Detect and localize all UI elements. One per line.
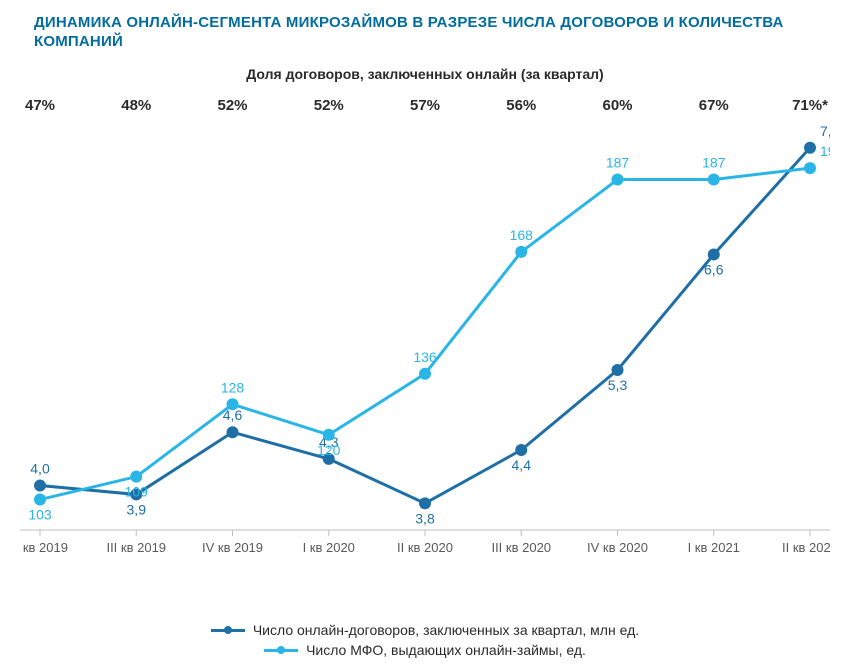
series-marker-contracts: [34, 480, 46, 492]
value-label-contracts: 4,4: [512, 457, 532, 473]
series-marker-mfo: [34, 494, 46, 506]
series-marker-contracts: [419, 497, 431, 509]
percent-label: 47%: [25, 97, 55, 114]
value-label-mfo: 136: [413, 349, 437, 365]
series-marker-mfo: [419, 368, 431, 380]
value-label-mfo: 128: [221, 379, 245, 395]
x-axis-label: III кв 2019: [106, 540, 166, 555]
series-marker-mfo: [323, 429, 335, 441]
x-axis-label: II кв 2020: [397, 540, 453, 555]
percent-label: 60%: [602, 97, 632, 114]
series-marker-mfo: [515, 246, 527, 258]
x-axis-label: IV кв 2019: [202, 540, 263, 555]
value-label-contracts: 4,0: [30, 461, 50, 477]
value-label-contracts: 6,6: [704, 261, 724, 277]
legend-label: Число онлайн-договоров, заключенных за к…: [253, 622, 639, 638]
value-label-contracts: 7,8: [820, 123, 830, 139]
line-chart: II кв 2019 III кв 2019 IV кв 2019 I кв 2020…: [20, 90, 830, 570]
series-marker-contracts: [227, 426, 239, 438]
value-label-contracts: 5,3: [608, 377, 628, 393]
page: ДИНАМИКА ОНЛАЙН-СЕГМЕНТА МИКРОЗАЙМОВ В Р…: [0, 0, 850, 670]
x-axis-label: I кв 2021: [688, 540, 740, 555]
percent-label: 48%: [121, 97, 151, 114]
chart-legend: Число онлайн-договоров, заключенных за к…: [0, 618, 850, 658]
series-marker-mfo: [130, 471, 142, 483]
legend-label: Число МФО, выдающих онлайн-займы, ед.: [306, 642, 586, 658]
x-axis-label: III кв 2020: [491, 540, 551, 555]
series-marker-contracts: [708, 248, 720, 260]
value-label-mfo: 187: [606, 155, 630, 171]
series-line-mfo: [40, 168, 810, 499]
value-label-contracts: 3,9: [127, 501, 147, 517]
series-marker-mfo: [227, 398, 239, 410]
x-axis-label: IV кв 2020: [587, 540, 648, 555]
legend-swatch-icon: [211, 629, 245, 632]
value-label-mfo: 168: [510, 227, 534, 243]
percent-label: 52%: [217, 97, 247, 114]
value-label-mfo: 103: [28, 507, 52, 523]
legend-item-contracts: Число онлайн-договоров, заключенных за к…: [0, 622, 850, 638]
chart-subtitle: Доля договоров, заключенных онлайн (за к…: [0, 66, 850, 82]
legend-item-mfo: Число МФО, выдающих онлайн-займы, ед.: [0, 642, 850, 658]
x-axis-label: II кв 2019: [20, 540, 68, 555]
value-label-mfo: 187: [702, 155, 726, 171]
page-title: ДИНАМИКА ОНЛАЙН-СЕГМЕНТА МИКРОЗАЙМОВ В Р…: [34, 14, 814, 52]
x-axis-label: II кв 2021: [782, 540, 830, 555]
percent-label: 52%: [314, 97, 344, 114]
series-marker-contracts: [515, 444, 527, 456]
value-label-mfo: 120: [317, 442, 341, 458]
percent-label: 56%: [506, 97, 536, 114]
series-marker-mfo: [804, 162, 816, 174]
series-marker-contracts: [804, 142, 816, 154]
series-marker-mfo: [612, 174, 624, 186]
percent-label: 57%: [410, 97, 440, 114]
value-label-mfo: 190: [820, 143, 830, 159]
x-axis-label: I кв 2020: [303, 540, 355, 555]
series-line-contracts: [40, 148, 810, 504]
series-marker-contracts: [612, 364, 624, 376]
percent-label: 67%: [699, 97, 729, 114]
percent-label: 71%*: [792, 97, 828, 114]
chart-container: II кв 2019 III кв 2019 IV кв 2019 I кв 2020…: [20, 90, 830, 570]
series-marker-mfo: [708, 174, 720, 186]
value-label-mfo: 109: [125, 484, 149, 500]
value-label-contracts: 3,8: [415, 510, 435, 526]
legend-swatch-icon: [264, 649, 298, 652]
